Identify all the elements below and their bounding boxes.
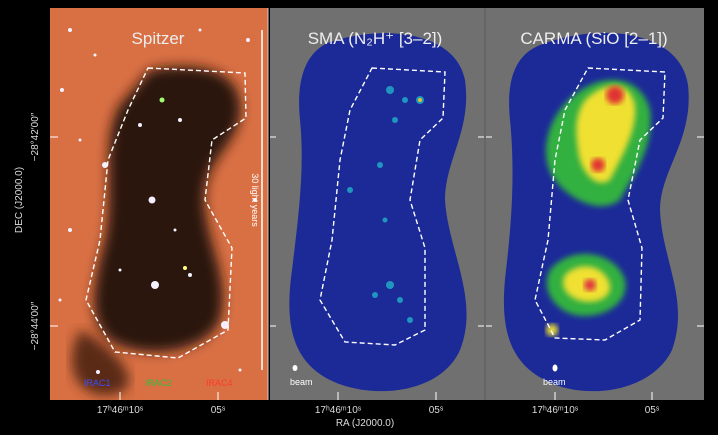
sma-map [289,33,466,391]
scale-bar-label: 30 light years [250,173,260,227]
y-tick-label: −28°44′00″ [30,301,41,350]
legend-entry: IRAC2 [145,378,172,388]
legend: IRAC1 IRAC2 IRAC4 [84,378,233,388]
panel-title: CARMA (SiO [2–1]) [520,29,667,48]
beam-label: beam [290,377,313,387]
x-tick-label: 17ʰ46ᵐ10ˢ [532,405,579,416]
x-tick-label: 17ʰ46ᵐ10ˢ [97,405,144,416]
x-tick-label: 05ˢ [429,405,444,416]
beam [553,365,558,372]
beam-label: beam [543,377,566,387]
figure: 30 light years IRAC1 IRAC2 IRAC4 beam be… [0,0,718,430]
legend-entry: IRAC1 [84,378,111,388]
x-tick-label: 05ˢ [645,405,660,416]
beam [293,365,298,371]
y-tick-label: −28°42′00″ [30,112,41,161]
spitzer-image [50,8,268,400]
y-axis-label: DEC (J2000.0) [14,167,25,233]
x-tick-label: 17ʰ46ᵐ10ˢ [315,405,362,416]
panel-title: SMA (N₂H⁺ [3–2]) [308,29,443,48]
legend-entry: IRAC4 [206,378,233,388]
x-tick-label: 05ˢ [211,405,226,416]
x-axis-label: RA (J2000.0) [336,418,394,429]
panel-title: Spitzer [132,29,185,48]
